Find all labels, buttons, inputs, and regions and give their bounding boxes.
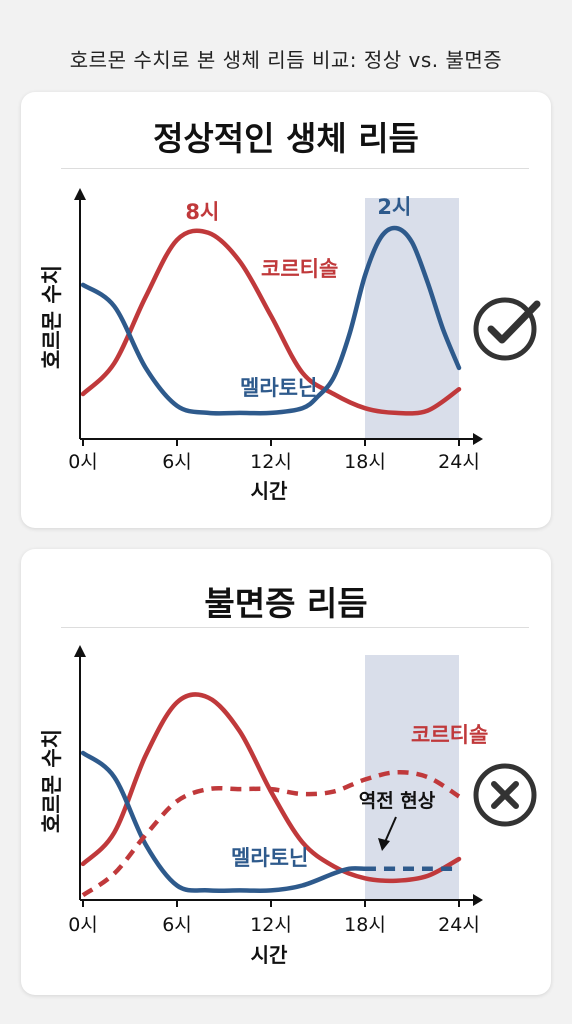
melatonin-line <box>80 750 368 894</box>
chart-title: 불면증 리듬 <box>204 584 368 623</box>
x-tick-label: 12시 <box>250 451 292 473</box>
x-tick-label: 12시 <box>250 914 292 936</box>
y-axis-arrow <box>74 645 86 657</box>
y-axis-label: 호르몬 수치 <box>40 729 64 833</box>
checkmark-icon <box>487 300 541 344</box>
x-axis-label: 시간 <box>251 943 288 967</box>
peak-time-label: 2시 <box>377 195 411 219</box>
cortisol-dashed-line <box>81 769 461 898</box>
divider <box>61 627 529 628</box>
x-tick-label: 18시 <box>344 451 386 473</box>
y-axis-label: 호르몬 수치 <box>40 265 64 369</box>
peak-time-label: 8시 <box>185 200 219 224</box>
melatonin-line <box>80 225 462 416</box>
x-axis-label: 시간 <box>251 479 288 503</box>
page-title: 호르몬 수치로 본 생체 리듬 비교: 정상 vs. 불면증 <box>69 48 503 72</box>
cortisol-line <box>80 228 462 416</box>
melatonin-label: 멜라토닌 <box>240 376 317 400</box>
check-icon-circle <box>473 297 537 361</box>
x-axis-arrow <box>473 894 483 906</box>
night-band <box>365 198 459 439</box>
x-tick-label: 6시 <box>162 451 192 473</box>
x-tick-label: 24시 <box>438 914 480 936</box>
x-tick-label: 18시 <box>344 914 386 936</box>
x-tick-label: 0시 <box>68 914 98 936</box>
divider <box>61 168 529 169</box>
inversion-label: 역전 현상 <box>359 790 436 812</box>
x-mark-icon <box>491 781 519 809</box>
chart-title: 정상적인 생체 리듬 <box>153 119 419 158</box>
x-icon-circle <box>473 763 537 827</box>
x-tick-label: 24시 <box>438 451 480 473</box>
melatonin-label: 멜라토닌 <box>231 846 308 870</box>
cortisol-label: 코르티솔 <box>411 723 488 747</box>
cortisol-label: 코르티솔 <box>261 257 338 281</box>
x-tick-label: 0시 <box>68 451 98 473</box>
inversion-arrow-head <box>378 838 390 851</box>
x-tick-label: 6시 <box>162 914 192 936</box>
x-axis-arrow <box>473 433 483 445</box>
night-band <box>365 655 459 900</box>
y-axis-arrow <box>74 188 86 200</box>
inversion-arrow <box>384 816 397 843</box>
